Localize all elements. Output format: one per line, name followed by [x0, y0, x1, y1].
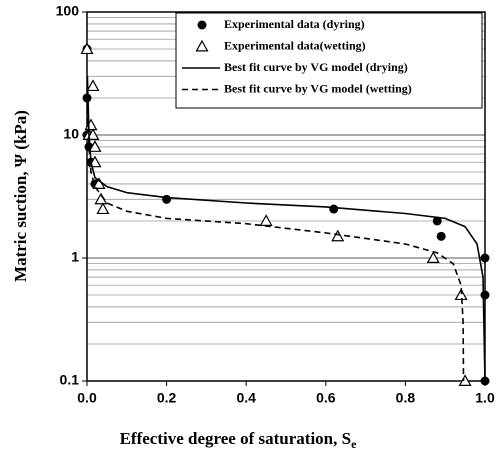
marker-triangle — [88, 140, 102, 152]
legend-label: Experimental data (dyring) — [224, 17, 365, 31]
legend-label: Best fit curve by VG model (drying) — [224, 60, 408, 74]
y-tick-label: 1 — [71, 249, 79, 265]
x-axis-label-subscript: e — [351, 437, 357, 451]
marker-triangle — [259, 214, 273, 226]
fit-curve — [86, 97, 465, 382]
legend-label: Best fit curve by VG model (wetting) — [224, 81, 412, 95]
marker-circle — [480, 290, 490, 300]
y-tick-label: 0.1 — [60, 372, 80, 388]
marker-circle — [436, 231, 446, 241]
x-axis-label-main: Effective degree of saturation, S — [120, 429, 352, 448]
marker-triangle — [80, 42, 94, 55]
marker-circle — [162, 194, 172, 204]
x-tick-label: 1.0 — [475, 390, 495, 406]
marker-triangle — [86, 79, 100, 92]
marker-circle — [329, 204, 339, 214]
x-tick-label: 0.4 — [236, 390, 256, 406]
x-axis-label: Effective degree of saturation, Se — [120, 429, 358, 451]
marker-triangle — [426, 251, 440, 263]
y-tick-label: 10 — [63, 126, 79, 142]
marker-circle — [432, 216, 442, 226]
y-axis-label: Matric suction, Ψ (kPa) — [11, 110, 30, 282]
x-tick-label: 0.6 — [316, 390, 336, 406]
marker-circle — [197, 20, 207, 30]
x-tick-label: 0.2 — [157, 390, 177, 406]
legend-label: Experimental data(wetting) — [224, 38, 366, 52]
marker-triangle — [458, 374, 472, 386]
marker-triangle — [331, 229, 345, 242]
marker-triangle — [86, 128, 100, 140]
y-tick-label: 100 — [56, 3, 80, 19]
plot-frame — [86, 11, 486, 382]
fit-curve — [86, 76, 486, 382]
marker-triangle — [96, 202, 110, 215]
legend-box — [175, 12, 483, 109]
marker-triangle — [195, 39, 209, 52]
x-tick-label: 0.0 — [77, 390, 97, 406]
marker-circle — [480, 253, 490, 263]
x-tick-label: 0.8 — [396, 390, 416, 406]
marker-circle — [82, 93, 92, 103]
